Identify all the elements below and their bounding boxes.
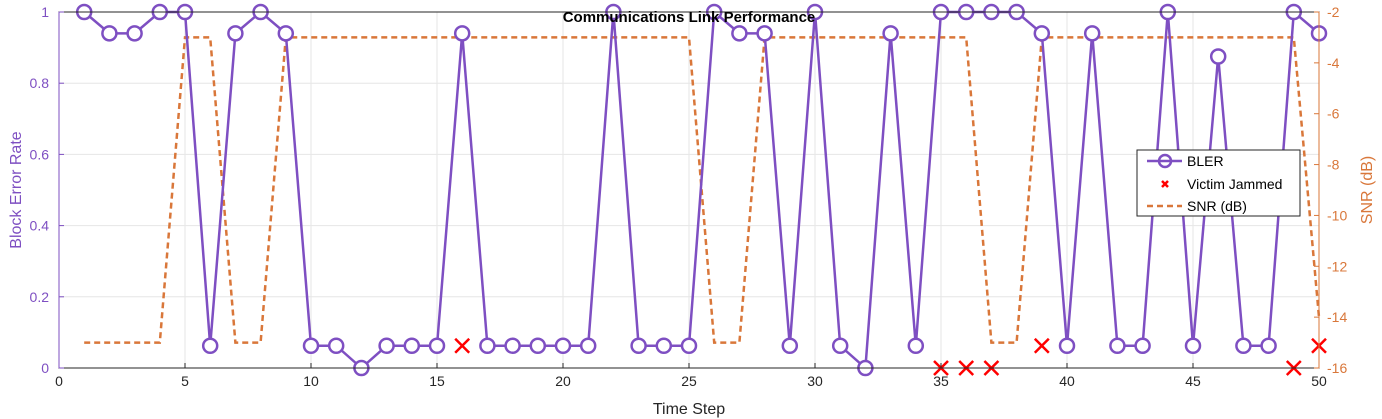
y-right-tick-label: -16 [1327, 360, 1347, 376]
bler-point [1033, 25, 1051, 42]
bler-point [781, 337, 799, 354]
victim-jammed-marker [1033, 337, 1050, 354]
bler-point [201, 337, 219, 354]
x-tick-label: 45 [1185, 373, 1201, 389]
bler-point [403, 337, 421, 354]
bler-point [882, 25, 899, 42]
bler-point [1235, 337, 1252, 354]
bler-point [831, 337, 849, 354]
bler-point [504, 337, 521, 354]
y-right-tick-label: -12 [1327, 258, 1347, 274]
chart-title: Communications Link Performance [563, 9, 816, 26]
legend-item-bler: BLER [1147, 153, 1224, 169]
legend-label-snr: SNR (dB) [1187, 198, 1247, 214]
bler-point [655, 337, 673, 354]
y-right-tick-label: -10 [1327, 207, 1347, 223]
bler-point [101, 25, 118, 42]
y-right-tick-label: -14 [1327, 309, 1347, 325]
bler-point [327, 337, 345, 354]
bler-point [579, 337, 597, 354]
bler-point [1109, 337, 1126, 354]
y-right-tick-label: -8 [1327, 157, 1340, 173]
bler-point [630, 337, 647, 354]
x-tick-label: 50 [1311, 373, 1327, 389]
y-right-tick-label: -4 [1327, 55, 1340, 71]
y-left-tick-label: 1 [41, 4, 49, 20]
bler-point [1209, 48, 1227, 65]
y-left-tick-label: 0.4 [30, 218, 50, 234]
x-tick-label: 35 [933, 373, 949, 389]
bler-point [907, 337, 925, 354]
bler-point [302, 337, 320, 354]
bler-point [1134, 337, 1151, 354]
bler-point [277, 25, 295, 42]
x-tick-label: 20 [555, 373, 571, 389]
bler-point [227, 25, 244, 42]
legend-label-victim-jammed: Victim Jammed [1187, 176, 1282, 192]
bler-point [1058, 337, 1076, 354]
axes: 0 5 10 15 20 25 30 35 40 45 50 0 0.2 0.4 0.6 0.8 1 -16 -14… [30, 4, 1348, 389]
y-axis-right-label: SNR (dB) [1359, 156, 1376, 224]
x-tick-label: 25 [681, 373, 697, 389]
bler-point [529, 337, 547, 354]
bler-point [680, 337, 698, 354]
bler-line [83, 9, 1320, 371]
bler-point [756, 25, 773, 42]
y-left-tick-label: 0.6 [30, 146, 50, 162]
bler-point [378, 337, 395, 354]
bler-series [75, 3, 1328, 377]
x-tick-label: 30 [807, 373, 823, 389]
bler-point [453, 25, 471, 42]
bler-point [1184, 337, 1202, 354]
bler-point [479, 337, 496, 354]
y-left-tick-label: 0.8 [30, 75, 50, 91]
x-tick-label: 5 [181, 373, 189, 389]
x-tick-label: 15 [429, 373, 445, 389]
bler-point [428, 337, 446, 354]
bler-point [1083, 25, 1101, 42]
bler-point [554, 337, 572, 354]
legend: BLER Victim Jammed SNR (dB) [1136, 149, 1301, 217]
victim-jammed-marker [454, 337, 471, 354]
x-tick-label: 0 [55, 373, 63, 389]
bler-point [126, 25, 143, 42]
x-axis-label: Time Step [653, 401, 725, 418]
x-tick-label: 10 [303, 373, 319, 389]
y-right-tick-label: -6 [1327, 106, 1340, 122]
y-left-tick-label: 0.2 [30, 289, 50, 305]
legend-item-victim-jammed: Victim Jammed [1161, 176, 1282, 192]
legend-label-bler: BLER [1187, 153, 1224, 169]
y-axis-left-label: Block Error Rate [8, 131, 25, 248]
x-tick-label: 40 [1059, 373, 1075, 389]
bler-point [731, 25, 748, 42]
legend-item-snr: SNR (dB) [1147, 198, 1247, 214]
y-left-tick-label: 0 [41, 360, 49, 376]
y-right-tick-label: -2 [1327, 4, 1340, 20]
bler-point [1260, 337, 1277, 354]
